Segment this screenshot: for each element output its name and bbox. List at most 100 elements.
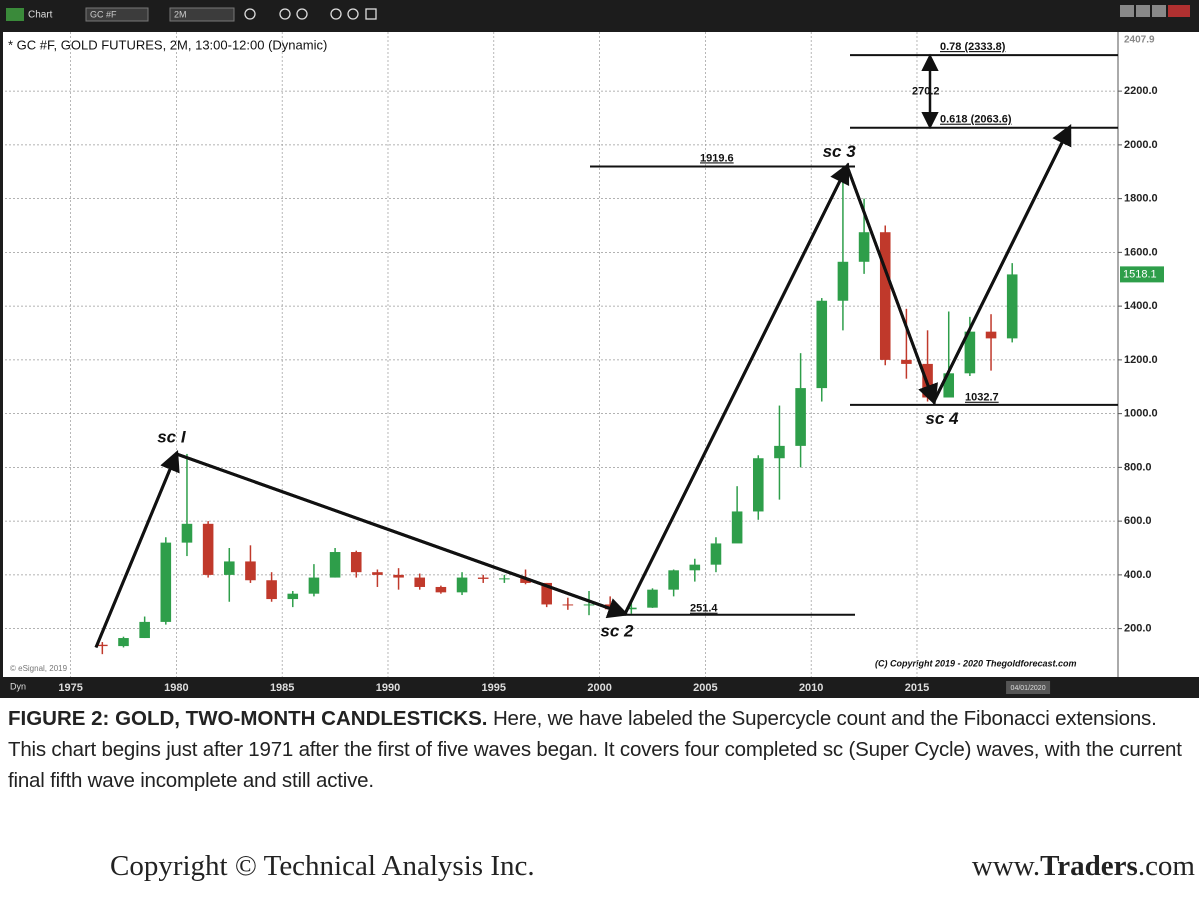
wave-label: sc 2 xyxy=(600,621,634,640)
wave-arrowhead xyxy=(845,165,938,406)
candle-body xyxy=(985,331,997,339)
wave-arrowhead xyxy=(175,452,629,619)
y-tick-label: 600.0 xyxy=(1124,515,1152,527)
candle-body xyxy=(414,577,426,587)
x-tick-label: 2005 xyxy=(693,682,717,694)
toolbar-chart[interactable]: Chart xyxy=(28,10,53,21)
x-tick-label: 04/01/2020 xyxy=(1011,685,1046,692)
y-tick-label: 1200.0 xyxy=(1124,354,1158,366)
y-tick-label: 200.0 xyxy=(1124,623,1152,635)
candle-body xyxy=(668,570,679,590)
candle-body xyxy=(97,644,108,647)
plot-area xyxy=(3,32,1118,677)
x-tick-label: 1995 xyxy=(482,682,506,694)
copyright-note: (C) Copyright 2019 - 2020 Thegoldforecas… xyxy=(875,658,1077,668)
candle-body xyxy=(499,578,510,580)
candle-body xyxy=(710,543,722,565)
source: © eSignal, 2019 xyxy=(10,664,68,673)
caption-lead: FIGURE 2: GOLD, TWO-MONTH CANDLESTICKS. xyxy=(8,707,488,730)
url-prefix: www. xyxy=(971,850,1041,882)
x-tick-label: 1975 xyxy=(58,682,82,694)
wave-label: sc 4 xyxy=(925,409,959,428)
url-suffix: .com xyxy=(1137,850,1195,882)
candle-body xyxy=(435,586,447,593)
candle-body xyxy=(752,458,764,512)
x-tick-label: 2000 xyxy=(587,682,611,694)
candle-body xyxy=(245,561,256,581)
candle-body xyxy=(308,577,320,594)
candle-body xyxy=(372,572,383,575)
candle-body xyxy=(879,232,891,360)
candle-body xyxy=(477,577,489,579)
candle-body xyxy=(901,359,912,364)
symbol-box[interactable] xyxy=(85,7,149,22)
axis-top-label: 2407.9 xyxy=(1124,35,1155,46)
candle-body xyxy=(520,578,531,583)
candle-body xyxy=(816,300,828,389)
level-label: 0.78 (2333.8) xyxy=(940,41,1006,53)
candle-body xyxy=(393,574,404,578)
interval-box[interactable] xyxy=(169,7,235,22)
candle-body xyxy=(202,523,214,575)
y-tick-label: 1800.0 xyxy=(1124,193,1158,205)
y-tick-label: 400.0 xyxy=(1124,569,1152,581)
candle-body xyxy=(139,621,150,639)
footer-url: www.Traders.com xyxy=(972,850,1195,883)
wave-arrowhead xyxy=(932,124,1072,403)
x-end-box xyxy=(1006,681,1051,694)
candle-body xyxy=(583,604,595,606)
level-label: 1919.6 xyxy=(700,152,734,164)
candle-body xyxy=(731,511,743,544)
y-tick-label: 1000.0 xyxy=(1124,408,1158,420)
y-tick-label: 1600.0 xyxy=(1124,246,1158,258)
candle-body xyxy=(160,542,172,622)
range-label: 270.2 xyxy=(912,85,940,97)
toolbar-icon[interactable] xyxy=(6,8,24,21)
y-tick-label: 2200.0 xyxy=(1124,85,1158,97)
candle-body xyxy=(943,373,955,398)
chart-title: * GC #F, GOLD FUTURES, 2M, 13:00-12:00 (… xyxy=(8,37,327,52)
candle-body xyxy=(329,552,341,578)
candle-body xyxy=(287,593,299,600)
y-axis-area xyxy=(1118,32,1199,677)
candle-body xyxy=(541,582,552,605)
candle-body xyxy=(774,445,785,459)
candle-body xyxy=(837,261,849,301)
level-label: 1032.7 xyxy=(965,392,999,404)
y-tick-label: 800.0 xyxy=(1124,461,1152,473)
candle-body xyxy=(858,232,870,262)
candle-body xyxy=(350,552,362,573)
candle-body xyxy=(795,388,806,446)
candle-body xyxy=(964,331,976,374)
wave-label: sc I xyxy=(157,427,187,446)
candle-body xyxy=(266,580,277,600)
x-tick-label: 2015 xyxy=(905,682,929,694)
x-tick-label: 2010 xyxy=(799,682,823,694)
url-brand: Traders xyxy=(1040,850,1138,882)
candle-body xyxy=(456,577,468,593)
chart: Chart GC #F 2M * GC #F, GOLD FUTURES, 2M… xyxy=(0,0,1199,698)
x-tick-label: 1985 xyxy=(270,682,294,694)
candle-body xyxy=(689,564,701,571)
wave-label: sc 3 xyxy=(823,142,857,161)
x-tick-label: 1990 xyxy=(376,682,400,694)
level-label: 0.618 (2063.6) xyxy=(940,114,1012,126)
candle-body xyxy=(118,638,129,647)
wave-arrowhead xyxy=(94,450,180,649)
toolbar-symbol[interactable]: GC #F xyxy=(90,9,117,19)
toolbar-tools[interactable] xyxy=(244,8,377,20)
level-label: 251.4 xyxy=(690,603,718,615)
candle-body xyxy=(562,604,574,606)
toolbar-interval[interactable]: 2M xyxy=(174,9,187,19)
candle-body xyxy=(1006,274,1018,339)
wave-arrowhead xyxy=(623,162,850,615)
candle-body xyxy=(647,589,658,608)
x-tick-label: 1980 xyxy=(164,682,188,694)
footer-copyright: Copyright © Technical Analysis Inc. xyxy=(110,850,535,882)
candle-body xyxy=(626,607,637,610)
window-buttons[interactable] xyxy=(1120,5,1190,17)
y-tick-label: 1400.0 xyxy=(1124,300,1158,312)
y-tick-label: 2000.0 xyxy=(1124,139,1158,151)
candle-body xyxy=(181,523,193,543)
